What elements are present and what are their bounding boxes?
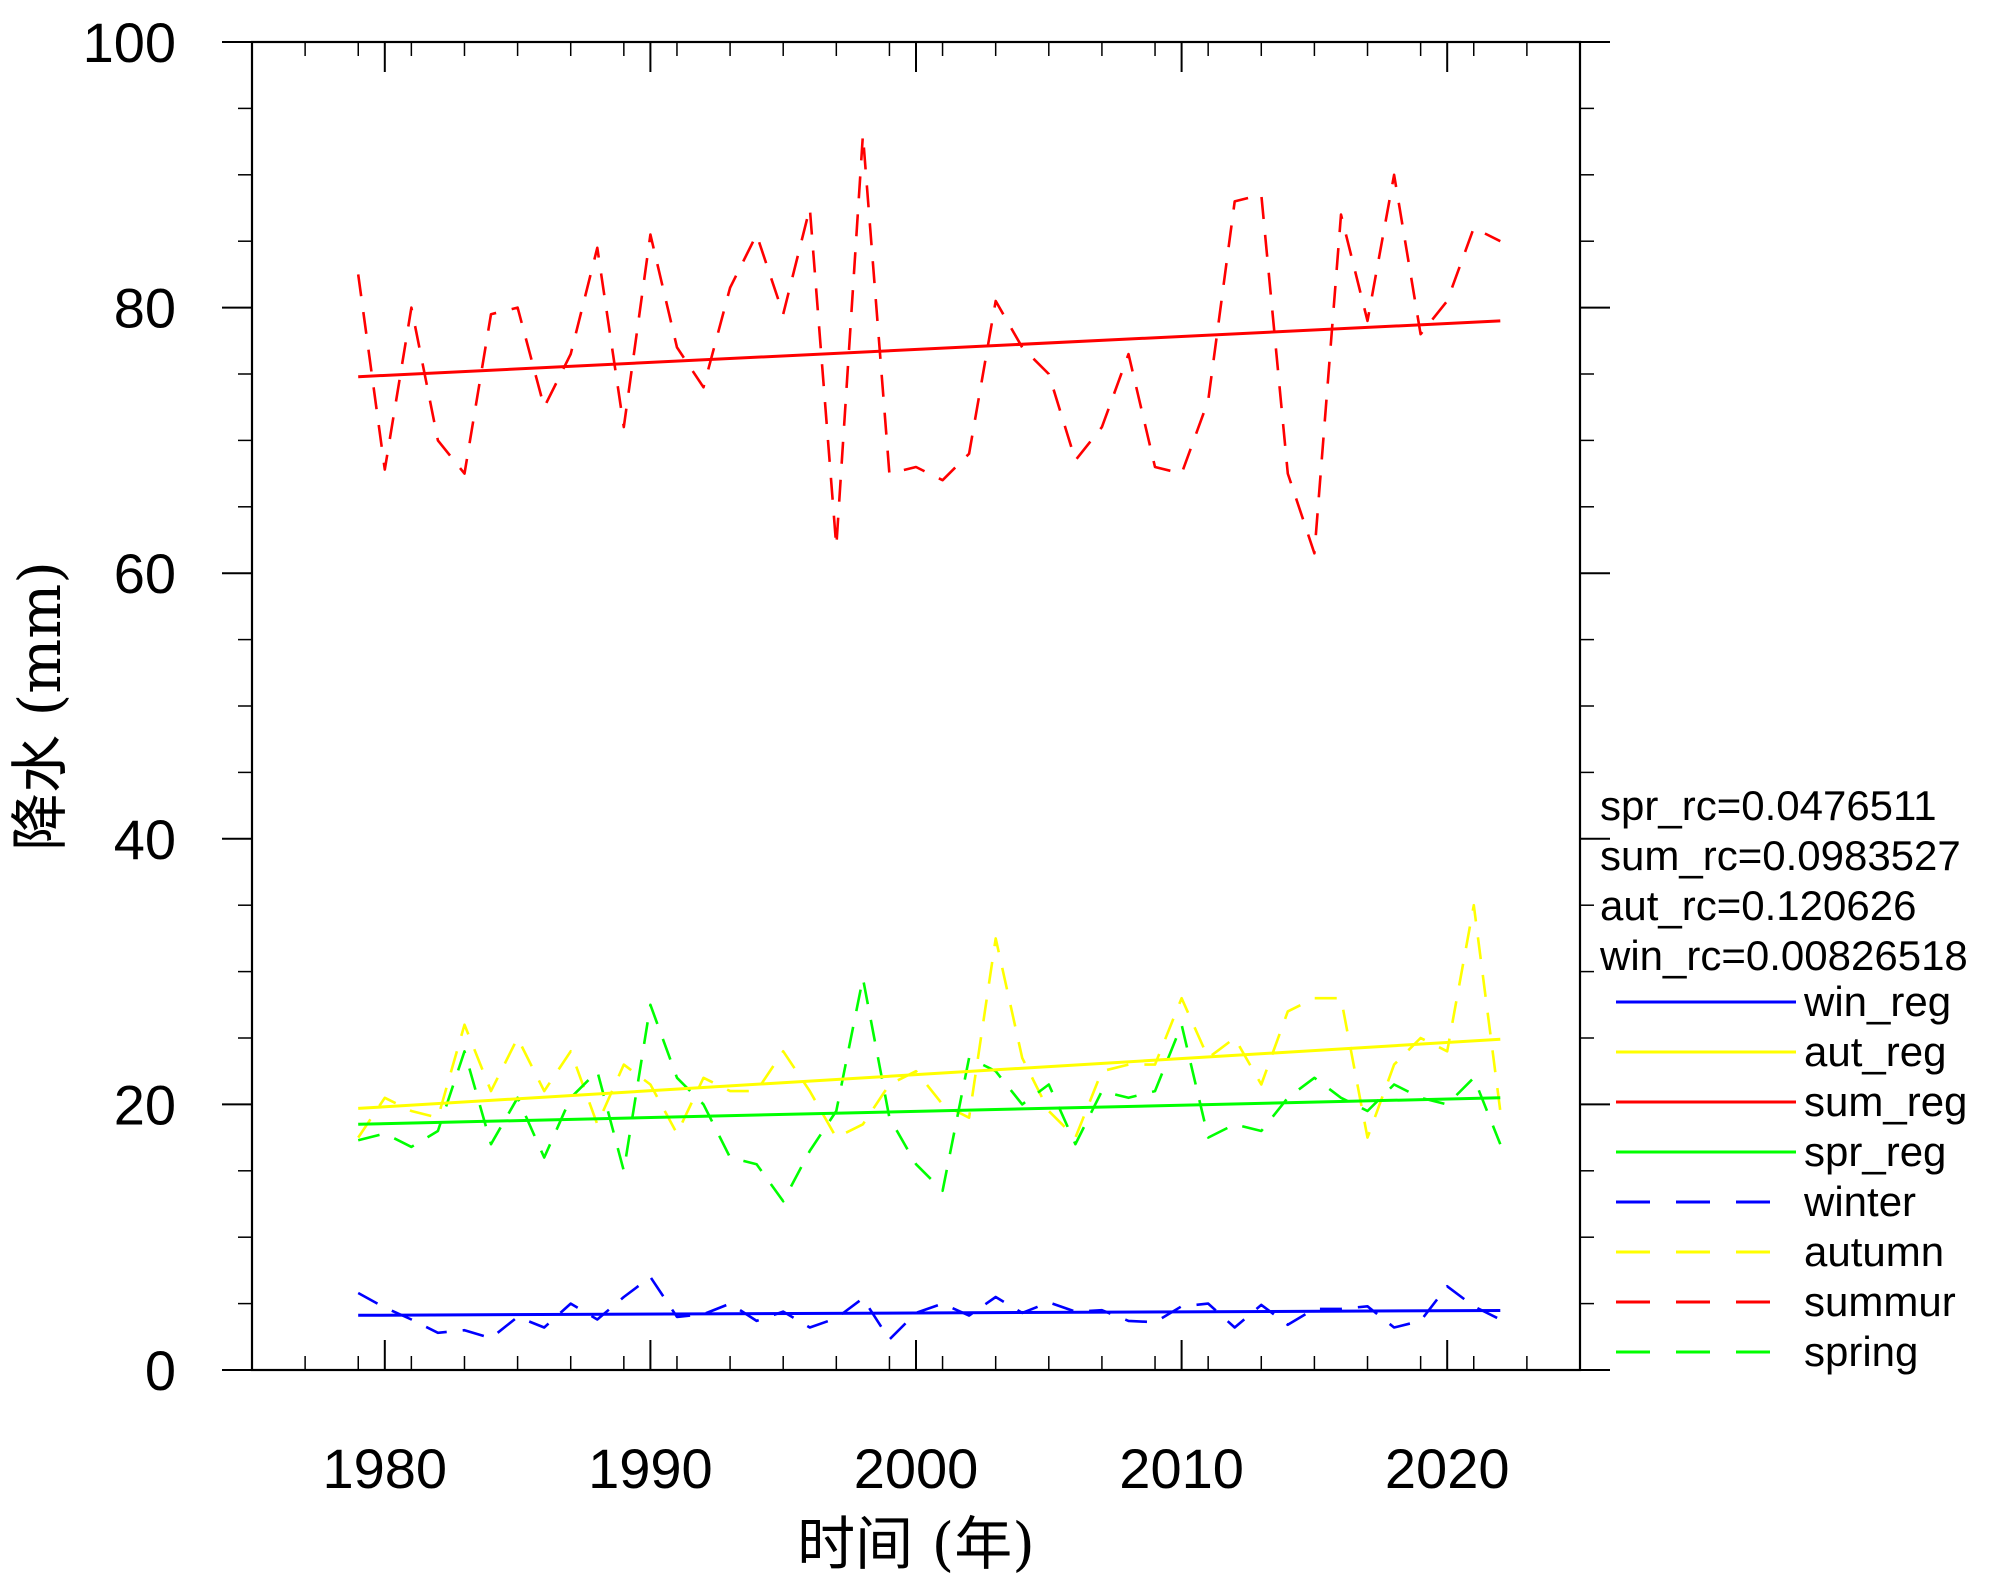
- series-autumn: [357, 903, 1502, 1139]
- legend-label: winter: [1803, 1178, 1916, 1225]
- series-aut-reg: [358, 1037, 1501, 1110]
- legend-label: autumn: [1804, 1228, 1944, 1275]
- data-series: [356, 133, 1502, 1341]
- x-tick-label: 1990: [588, 1437, 713, 1500]
- series-spring: [357, 976, 1502, 1203]
- legend-label: spring: [1804, 1328, 1918, 1375]
- series-winter: [357, 1275, 1501, 1341]
- legend-label: win_reg: [1803, 978, 1951, 1025]
- series-win-reg: [358, 1309, 1501, 1317]
- legend-label: sum_reg: [1804, 1078, 1967, 1125]
- x-axis-title: 时间 (年): [797, 1510, 1035, 1578]
- y-tick-label: 80: [114, 277, 176, 340]
- legend-label: aut_reg: [1804, 1028, 1946, 1075]
- series-summur: [356, 133, 1501, 555]
- x-tick-label: 2010: [1119, 1437, 1244, 1500]
- y-tick-label: 20: [114, 1073, 176, 1136]
- series-sum-reg: [358, 319, 1501, 379]
- regression-coefficient-text: aut_rc=0.120626: [1600, 882, 1916, 929]
- tick-labels: 1980 1990 2000 2010 2020 0 20 40 60 80 100: [83, 11, 1510, 1500]
- regression-coefficients: spr_rc=0.0476511sum_rc=0.0983527aut_rc=0…: [1599, 782, 1968, 979]
- regression-coefficient-text: spr_rc=0.0476511: [1600, 782, 1937, 829]
- regression-coefficient-text: win_rc=0.00826518: [1599, 932, 1968, 979]
- y-tick-label: 100: [83, 11, 176, 74]
- series-spr-reg: [358, 1096, 1501, 1126]
- regression-coefficient-text: sum_rc=0.0983527: [1600, 832, 1961, 879]
- plot-frame: [250, 40, 1582, 1372]
- x-tick-label: 2020: [1385, 1437, 1510, 1500]
- legend-label: spr_reg: [1804, 1128, 1946, 1175]
- x-tick-label: 2000: [854, 1437, 979, 1500]
- y-tick-label: 0: [145, 1339, 176, 1402]
- axis-ticks: [222, 41, 1610, 1371]
- y-axis-title: 降水 (mm): [6, 561, 74, 851]
- legend: win_regaut_regsum_regspr_regwinterautumn…: [1616, 978, 1967, 1375]
- x-tick-label: 1980: [323, 1437, 448, 1500]
- y-tick-label: 60: [114, 542, 176, 605]
- legend-label: summur: [1804, 1278, 1956, 1325]
- y-tick-label: 40: [114, 808, 176, 871]
